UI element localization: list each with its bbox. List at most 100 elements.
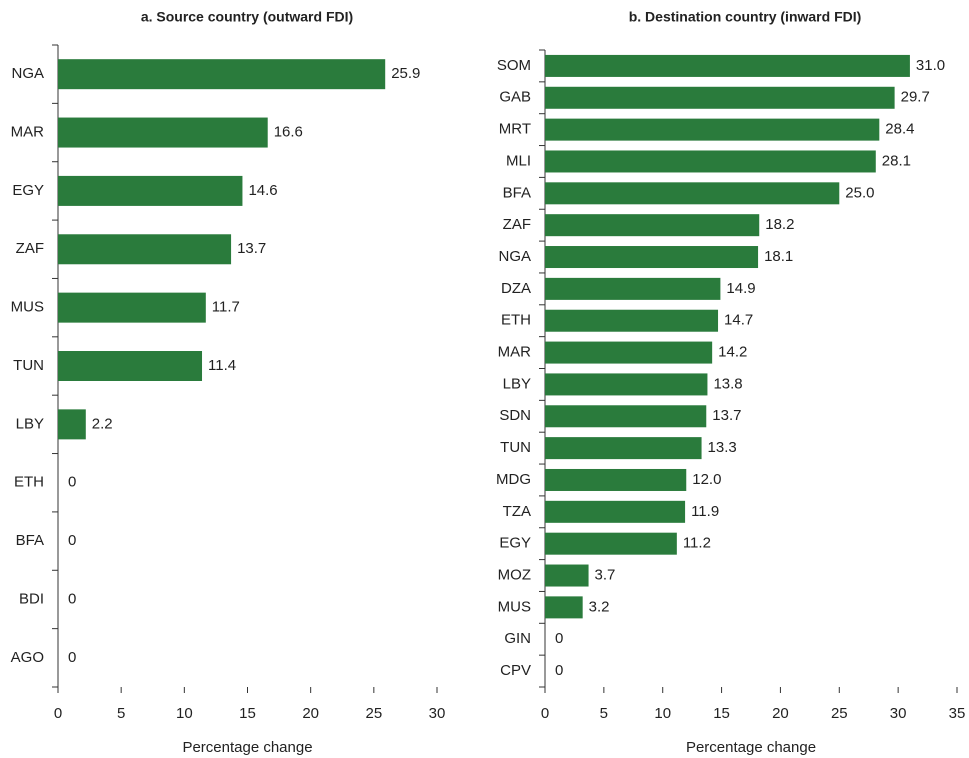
chart-title: a. Source country (outward FDI) [141,9,353,25]
value-label: 11.2 [683,535,711,552]
y-tick-label: CPV [500,662,531,679]
y-tick-label: SOM [497,57,531,74]
x-tick-label: 0 [54,705,62,722]
value-label: 13.8 [713,375,742,392]
bar [58,409,86,440]
value-label: 28.1 [882,152,911,169]
x-axis-label: Percentage change [686,739,816,756]
y-tick-label: EGY [12,182,44,199]
bar [545,214,760,237]
value-label: 28.4 [885,121,914,138]
y-tick-label: MDG [496,471,531,488]
y-tick-label: MUS [498,598,531,615]
y-tick-label: MOZ [498,566,531,583]
x-tick-label: 25 [365,705,382,722]
bar [58,175,243,206]
y-tick-label: TUN [500,439,531,456]
value-label: 0 [68,474,76,491]
bar [545,182,840,205]
bar [58,234,232,265]
value-label: 11.7 [212,299,240,316]
bar [545,309,719,332]
bar [545,596,583,619]
y-tick-label: AGO [11,649,44,666]
y-tick-label: GAB [499,89,531,106]
value-label: 16.6 [274,124,303,141]
y-tick-label: MUS [11,299,44,316]
y-tick-label: ZAF [503,216,531,233]
value-label: 0 [68,590,76,607]
bar [545,500,686,523]
y-tick-label: BDI [19,590,44,607]
y-tick-label: MAR [11,124,45,141]
bar [545,437,702,460]
y-tick-label: GIN [504,630,531,647]
x-tick-label: 10 [654,705,671,722]
y-tick-label: BFA [16,532,44,549]
y-tick-label: MLI [506,152,531,169]
value-label: 0 [555,630,563,647]
bar [545,373,708,396]
x-tick-label: 30 [429,705,446,722]
value-label: 14.2 [718,344,747,361]
x-tick-label: 35 [949,705,966,722]
value-label: 29.7 [901,89,930,106]
bar [545,150,876,173]
y-tick-label: ETH [14,474,44,491]
value-label: 13.3 [708,439,737,456]
y-tick-label: LBY [503,375,531,392]
bar [58,59,386,90]
x-tick-label: 20 [772,705,789,722]
x-tick-label: 10 [176,705,193,722]
y-tick-label: EGY [499,535,531,552]
bar [545,54,910,77]
value-label: 14.6 [248,182,277,199]
value-label: 14.9 [726,280,755,297]
bar [545,246,759,269]
x-tick-label: 30 [890,705,907,722]
bar [58,117,268,148]
x-tick-label: 15 [713,705,730,722]
x-tick-label: 25 [831,705,848,722]
bar [58,351,203,381]
value-label: 3.2 [589,598,610,615]
value-label: 3.7 [595,566,616,583]
y-tick-label: DZA [501,280,531,297]
bar [545,86,895,109]
value-label: 11.9 [691,503,719,520]
bar [545,405,707,428]
bar [58,292,206,323]
value-label: 31.0 [916,57,945,74]
value-label: 0 [68,649,76,666]
y-tick-label: MAR [498,344,532,361]
y-tick-label: TUN [13,357,44,374]
y-tick-label: BFA [503,184,531,201]
value-label: 11.4 [208,357,236,374]
x-axis-label: Percentage change [182,739,312,756]
y-tick-label: ZAF [16,240,44,257]
bar [545,564,589,587]
y-tick-label: NGA [498,248,531,265]
bar [545,341,713,364]
value-label: 14.7 [724,312,753,329]
bar [545,532,677,555]
bar [545,468,687,491]
value-label: 12.0 [692,471,721,488]
value-label: 13.7 [712,407,741,424]
y-tick-label: LBY [16,415,44,432]
value-label: 18.1 [764,248,793,265]
value-label: 0 [68,532,76,549]
x-tick-label: 5 [600,705,608,722]
value-label: 25.0 [845,184,874,201]
y-tick-label: NGA [11,65,44,82]
bar [545,118,880,141]
value-label: 25.9 [391,65,420,82]
chart-title: b. Destination country (inward FDI) [629,9,862,25]
bar [545,277,721,300]
value-label: 13.7 [237,240,266,257]
x-tick-label: 0 [541,705,549,722]
value-label: 0 [555,662,563,679]
y-tick-label: MRT [499,121,531,138]
x-tick-label: 15 [239,705,256,722]
